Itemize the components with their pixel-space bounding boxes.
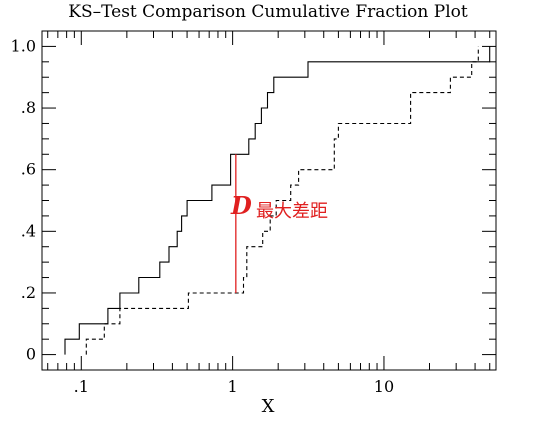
y-tick-label: .6: [21, 160, 36, 179]
x-tick-label: 10: [374, 377, 394, 396]
annotation-d-label: D: [230, 191, 252, 220]
annotation-caption: 最大差距: [256, 201, 328, 222]
y-tick-label: 1.0: [11, 36, 36, 55]
y-tick-label: .2: [21, 283, 36, 302]
series-layer: [64, 46, 491, 355]
cdf-step-line-solid: [64, 46, 491, 355]
cdf-step-line-dashed: [85, 46, 479, 355]
plot-frame: [41, 30, 497, 371]
y-tick-label: .4: [21, 221, 36, 240]
y-tick-label: .8: [21, 98, 36, 117]
annotation-layer: D 最大差距: [230, 154, 328, 293]
chart-title: KS–Test Comparison Cumulative Fraction P…: [68, 2, 468, 22]
x-tick-label: 1: [228, 377, 238, 396]
x-tick-label: .1: [74, 377, 89, 396]
axes-layer: 0 .2 .4 .6 .8 1.0 .1 1 10: [11, 31, 496, 396]
y-tick-label: 0: [26, 345, 36, 364]
x-axis-label: X: [262, 396, 275, 417]
